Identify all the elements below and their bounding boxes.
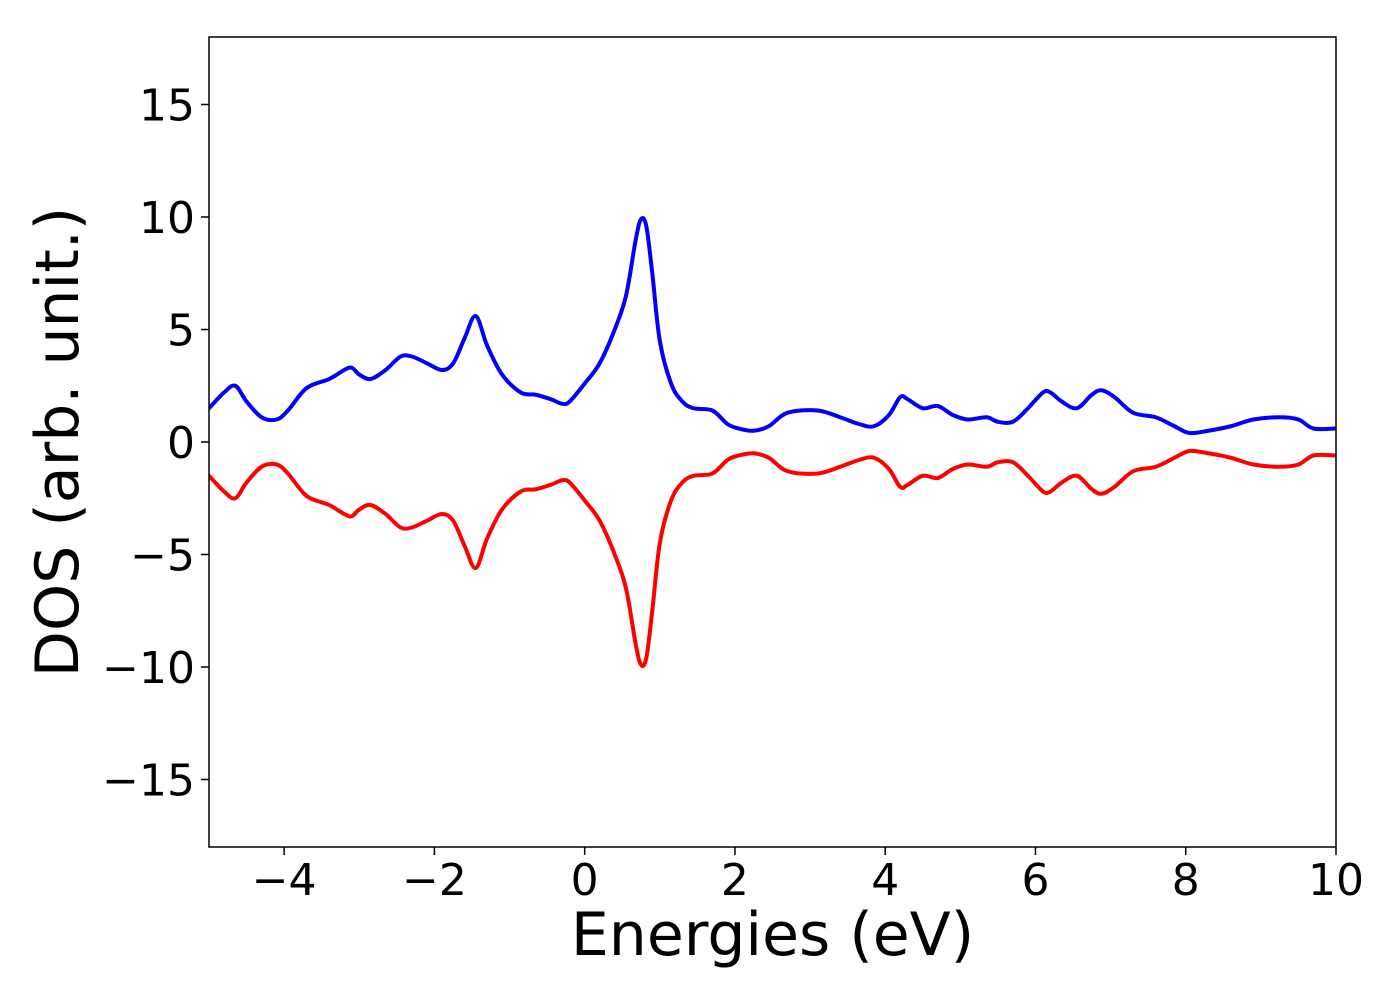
x-axis-title: Energies (eV) — [571, 900, 974, 970]
x-tick-label: 6 — [1021, 855, 1049, 906]
ticks-layer: −4 −2 0 2 4 6 8 10 15 10 5 0 −5 −10 −15 — [102, 81, 1364, 907]
y-tick-label: 10 — [139, 193, 195, 244]
y-tick-label: 15 — [139, 81, 195, 132]
y-tick-label: 0 — [167, 418, 195, 469]
series-line-spin-down — [209, 448, 1336, 668]
plot-frame — [208, 36, 1337, 848]
y-axis-title: DOS (arb. unit.) — [23, 207, 93, 677]
x-tick-label: 2 — [721, 855, 749, 906]
series-line-spin-up — [209, 216, 1336, 436]
x-tick-label: 4 — [871, 855, 899, 906]
x-tick-label: 10 — [1308, 855, 1364, 906]
y-tick-label: −10 — [102, 643, 195, 694]
y-tick-label: −15 — [102, 756, 195, 807]
x-tick-label: −2 — [402, 855, 467, 906]
y-tick-label: −5 — [130, 531, 195, 582]
x-tick-label: −4 — [252, 855, 317, 906]
series-layer — [209, 216, 1336, 668]
y-tick-label: 5 — [167, 306, 195, 357]
x-tick-label: 0 — [571, 855, 599, 906]
x-tick-label: 8 — [1172, 855, 1200, 906]
